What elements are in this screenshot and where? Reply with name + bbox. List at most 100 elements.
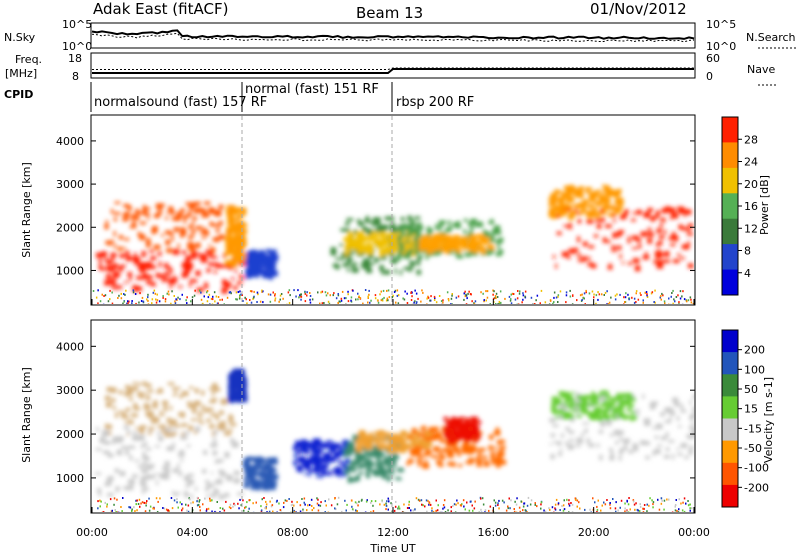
scatter-cell <box>593 234 598 238</box>
scatter-cell <box>494 458 500 465</box>
scatter-cell <box>135 285 141 291</box>
scatter-cell <box>131 413 138 418</box>
noise-cell <box>596 508 599 511</box>
scatter-cell <box>475 240 481 246</box>
scatter-cell <box>394 239 401 245</box>
noise-cell <box>486 296 489 299</box>
noise-cell <box>297 289 299 292</box>
scatter-cell <box>391 222 395 228</box>
scatter-cell <box>106 386 112 392</box>
scatter-cell <box>372 238 380 242</box>
scatter-cell <box>456 248 462 253</box>
noise-cell <box>219 298 221 301</box>
scatter-cell <box>437 246 443 251</box>
scatter-cell <box>400 238 404 243</box>
scatter-cell <box>323 465 328 470</box>
scatter-cell <box>609 447 613 452</box>
scatter-cell <box>329 446 337 453</box>
scatter-cell <box>627 240 631 244</box>
scatter-cell <box>407 215 412 222</box>
scatter-cell <box>635 409 640 412</box>
scatter-cell <box>477 454 483 458</box>
noise-cell <box>311 509 313 512</box>
scatter-cell <box>602 211 607 215</box>
noise-cell <box>290 504 293 507</box>
scatter-cell <box>603 185 607 192</box>
noise-cell <box>686 300 688 303</box>
scatter-cell <box>604 240 611 243</box>
scatter-cell <box>591 391 595 395</box>
noise-cell <box>99 499 101 502</box>
scatter-cell <box>384 432 391 437</box>
scatter-cell <box>148 429 152 434</box>
scatter-cell <box>112 436 118 442</box>
scatter-cell <box>110 387 117 393</box>
scatter-cell <box>603 197 610 203</box>
noise-cell <box>279 298 281 301</box>
scatter-cell <box>271 457 278 463</box>
scatter-cell <box>106 265 113 271</box>
scatter-cell <box>436 246 440 251</box>
scatter-cell <box>551 403 555 407</box>
scatter-cell <box>414 216 421 220</box>
scatter-cell <box>259 461 263 466</box>
scatter-cell <box>359 241 363 246</box>
scatter-cell <box>295 446 298 452</box>
noise-cell <box>628 497 630 499</box>
noise-cell <box>118 511 120 512</box>
noise-cell <box>390 502 392 505</box>
noise-cell <box>386 289 388 292</box>
nsearch-tick-bottom: 10^0 <box>706 40 736 53</box>
noise-cell <box>395 301 397 304</box>
scatter-cell <box>203 254 208 260</box>
noise-cell <box>128 300 130 303</box>
noise-cell <box>415 497 418 500</box>
scatter-cell <box>424 244 431 249</box>
noise-cell <box>246 501 248 504</box>
noise-cell <box>658 508 661 511</box>
scatter-cell <box>181 262 189 269</box>
noise-cell <box>289 294 291 297</box>
noise-cell <box>368 293 370 296</box>
scatter-cell <box>496 455 500 460</box>
scatter-cell <box>184 431 190 435</box>
scatter-cell <box>455 241 461 247</box>
scatter-cell <box>189 278 194 282</box>
scatter-cell <box>617 233 623 236</box>
scatter-cell <box>184 490 188 496</box>
noise-cell <box>151 298 154 301</box>
scatter-cell <box>136 216 140 221</box>
scatter-cell <box>467 434 470 441</box>
scatter-cell <box>589 209 594 214</box>
scatter-cell <box>384 216 391 221</box>
noise-cell <box>151 302 153 304</box>
scatter-cell <box>229 389 233 394</box>
noise-cell <box>526 511 528 512</box>
scatter-cell <box>658 235 665 239</box>
scatter-cell <box>335 257 342 260</box>
scatter-cell <box>463 218 468 222</box>
scatter-cell <box>499 439 505 444</box>
scatter-cell <box>367 254 374 257</box>
scatter-cell <box>475 416 479 420</box>
scatter-cell <box>550 199 557 206</box>
scatter-cell <box>466 246 472 250</box>
scatter-cell <box>396 440 399 444</box>
scatter-cell <box>174 424 180 428</box>
scatter-cell <box>228 261 233 266</box>
scatter-cell <box>245 468 248 475</box>
scatter-cell <box>449 241 455 244</box>
noise-cell <box>597 291 599 294</box>
scatter-cell <box>265 249 272 253</box>
noise-cell <box>438 295 441 297</box>
scatter-cell <box>468 432 475 438</box>
scatter-cell <box>192 407 197 414</box>
scatter-cell <box>369 445 373 450</box>
scatter-cell <box>197 252 200 256</box>
scatter-cell <box>96 426 99 432</box>
scatter-cell <box>306 461 311 467</box>
scatter-cell <box>425 443 432 447</box>
scatter-cell <box>190 230 196 234</box>
scatter-cell <box>579 190 584 193</box>
noise-cell <box>683 497 686 500</box>
